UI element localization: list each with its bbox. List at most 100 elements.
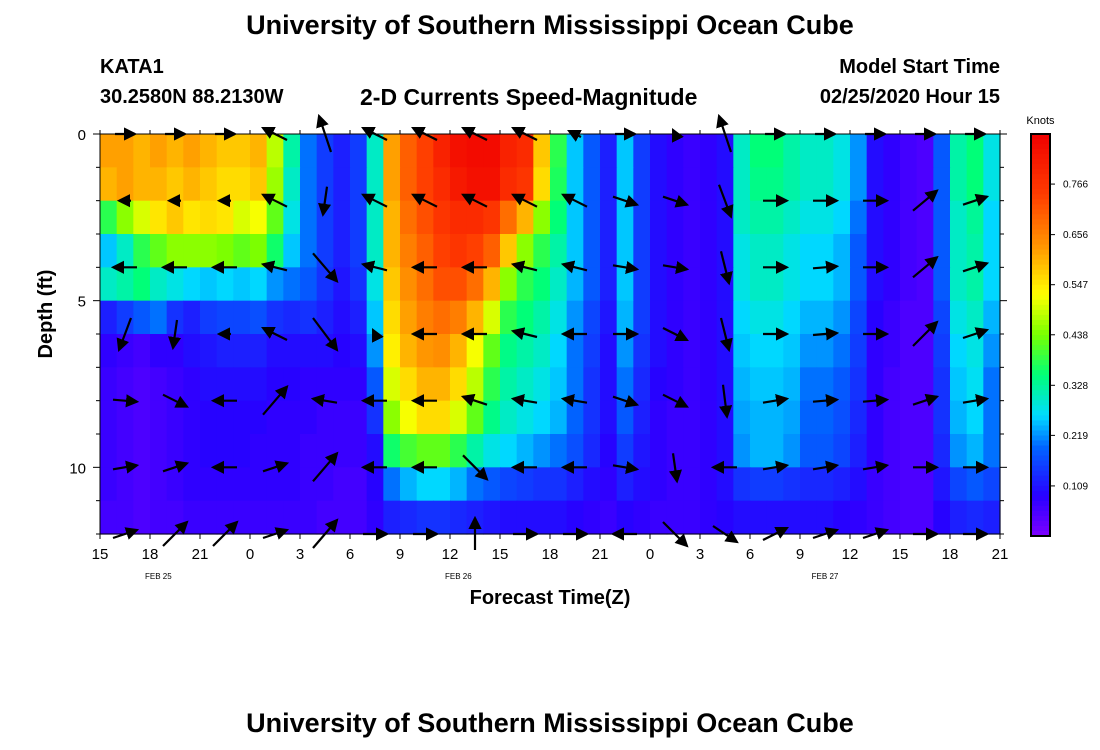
heatmap-cell [550,367,568,402]
heatmap-cell [350,467,368,502]
heatmap-cell [850,200,868,235]
heatmap-cell [783,400,801,435]
heatmap-cell [133,434,151,468]
heatmap-cell [800,467,818,502]
heatmap-cell [316,400,334,435]
heatmap-cell [100,367,118,402]
heatmap-cell [716,367,734,402]
heatmap-cell [416,234,434,268]
heatmap-cell [850,167,868,202]
heatmap-cell [333,167,351,202]
heatmap-cell [466,200,484,235]
x-axis-label: Forecast Time(Z) [470,587,631,609]
current-vector-arrow [662,327,689,341]
colorbar-segment [1031,370,1050,376]
heatmap-cell [883,400,901,435]
heatmap-cell [966,200,984,235]
x-tick-label: 12 [442,546,459,563]
colorbar-segment [1031,410,1050,417]
heatmap-cell [966,500,984,535]
heatmap-cell [250,134,268,168]
heatmap-cell [900,200,918,235]
heatmap-cell [916,434,934,468]
heatmap-cell [300,300,318,335]
current-vector-arrow [812,327,840,341]
heatmap-cell [750,334,768,368]
heatmap-cell [233,200,251,235]
heatmap-cell [916,500,934,535]
heatmap-cell [500,467,518,502]
heatmap-cell [266,167,284,202]
heatmap-cell [750,434,768,468]
heatmap-cell [883,500,901,535]
colorbar-segment [1031,204,1050,210]
heatmap-cell [200,267,218,302]
heatmap-cell [883,300,901,335]
heatmap-cell [983,367,1001,402]
colorbar-segment [1031,249,1050,256]
colorbar-segment [1031,279,1050,286]
heatmap-cell [683,167,701,202]
colorbar-segment [1031,139,1050,145]
heatmap-cell [933,400,951,435]
heatmap-cell [816,267,834,302]
heatmap-cell [933,200,951,235]
heatmap-cell [983,234,1001,268]
heatmap-cell [866,200,884,235]
colorbar-segment [1031,179,1050,185]
heatmap-cell [850,300,868,335]
heatmap-cell [633,300,651,335]
heatmap-cell [916,367,934,402]
colorbar-segment [1031,329,1050,336]
colorbar-tick-label: 0.109 [1063,481,1088,492]
heatmap-cell [366,334,384,368]
colorbar-segment [1031,425,1050,432]
heatmap-cell [500,200,518,235]
heatmap-cell [950,300,968,335]
heatmap-cell [800,267,818,302]
heatmap-cell [283,400,301,435]
heatmap-cell [983,334,1001,368]
heatmap-cell [400,500,418,535]
heatmap-cell [800,334,818,368]
heatmap-cell [766,300,784,335]
colorbar-segment [1031,264,1050,271]
heatmap-cell [733,334,751,368]
heatmap-cell [950,500,968,535]
colorbar-segment [1031,365,1050,371]
heatmap-cell [183,300,201,335]
heatmap-cell [916,134,934,168]
heatmap-cell [700,500,718,535]
heatmap-cell [200,467,218,502]
current-vector-arrow [310,393,338,408]
current-vector-arrow [962,327,990,340]
heatmap-cell [183,267,201,302]
heatmap-cell [666,434,684,468]
heatmap-cell [533,167,551,202]
colorbar-unit-label: Knots [1026,115,1055,127]
heatmap-cell [850,367,868,402]
heatmap-cell [333,134,351,168]
heatmap-cell [533,500,551,535]
heatmap-cell [300,200,318,235]
heatmap-cell [750,267,768,302]
heatmap-cell [833,467,851,502]
page-title: University of Southern Mississippi Ocean… [246,10,854,40]
colorbar-segment [1031,199,1050,205]
heatmap-cell [116,434,134,468]
heatmap-cell [983,167,1001,202]
heatmap-cell [516,267,534,302]
y-axis-label: Depth (ft) [35,270,57,359]
heatmap-cell [533,200,551,235]
heatmap-cell [716,200,734,235]
heatmap-cell [566,234,584,268]
heatmap-cell [800,300,818,335]
heatmap-cell [833,367,851,402]
heatmap-cell [800,367,818,402]
heatmap-cell [250,434,268,468]
heatmap-cell [783,500,801,535]
heatmap-cell [450,234,468,268]
heatmap-cell [116,334,134,368]
heatmap-cell [433,367,451,402]
heatmap-cell [583,300,601,335]
